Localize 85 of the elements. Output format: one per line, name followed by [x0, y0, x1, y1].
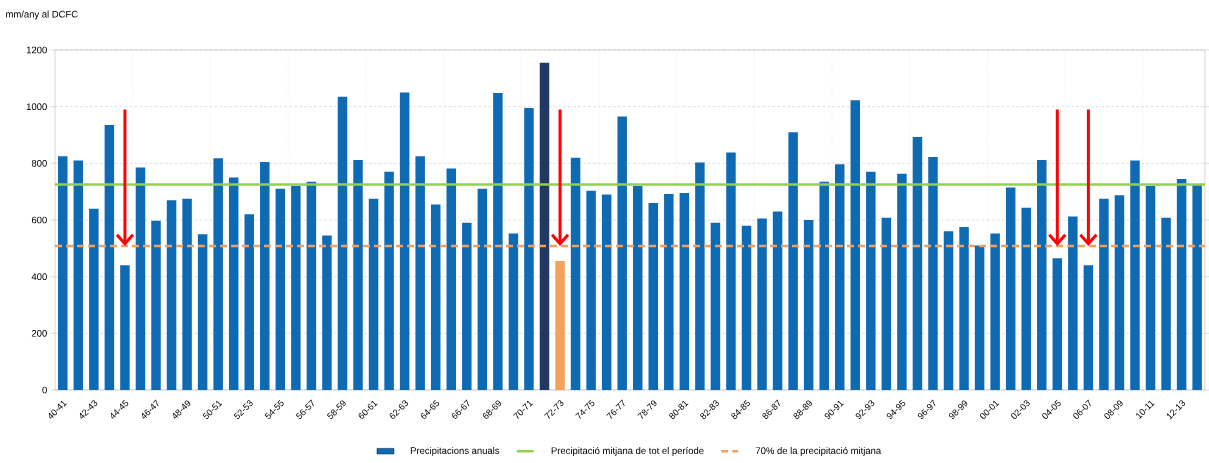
bar: [384, 171, 394, 390]
bar: [788, 132, 798, 390]
bar: [1099, 198, 1109, 390]
bar: [1192, 184, 1202, 390]
bar: [89, 208, 99, 390]
bar: [1145, 186, 1156, 390]
bar: [726, 152, 736, 390]
bar: [197, 234, 208, 390]
bar: [462, 222, 472, 390]
y-tick-label: 600: [31, 216, 47, 224]
bar: [834, 164, 845, 390]
bar: [1161, 217, 1171, 390]
bar: [260, 161, 270, 390]
bar: [710, 222, 721, 390]
bar: [1052, 258, 1063, 390]
bar: [974, 245, 985, 390]
bar: [741, 225, 752, 390]
bar: [617, 116, 627, 390]
bar: [881, 217, 892, 390]
bar: [291, 186, 301, 390]
bar: [648, 203, 659, 390]
bar: [1083, 265, 1094, 390]
bar: [322, 235, 332, 390]
bar: [104, 125, 115, 390]
bar: [524, 108, 534, 390]
bar: [990, 233, 1000, 390]
bar: [368, 198, 379, 390]
bar: [399, 92, 410, 390]
bar: [275, 188, 286, 390]
bar: [539, 62, 550, 390]
bar: [570, 157, 581, 390]
bar: [601, 194, 612, 390]
bar: [555, 261, 565, 390]
bar: [772, 211, 783, 390]
bar: [182, 198, 192, 390]
bar: [430, 204, 441, 390]
bar: [244, 214, 254, 390]
bar: [446, 168, 457, 390]
bar: [586, 190, 596, 390]
bar: [58, 156, 68, 390]
bar: [508, 233, 519, 390]
bar: [632, 186, 643, 390]
bar: [166, 200, 177, 390]
bar: [819, 181, 829, 390]
bar: [1068, 216, 1078, 390]
bar: [1005, 187, 1016, 390]
y-tick-label: 1000: [26, 103, 47, 111]
bar: [897, 173, 907, 390]
bar: [353, 159, 363, 390]
bar: [1021, 207, 1031, 390]
bar: [337, 96, 348, 390]
bar: [120, 265, 130, 390]
y-tick-label: 1200: [26, 46, 47, 54]
bar: [679, 193, 690, 390]
y-tick-label: 200: [31, 329, 47, 337]
bar: [1176, 178, 1187, 390]
bar: [306, 181, 317, 390]
bar: [850, 100, 861, 390]
bar: [493, 93, 503, 390]
bar: [695, 162, 705, 390]
y-axis-title: mm/any al DCFC: [6, 10, 78, 20]
bar: [1037, 159, 1047, 390]
y-tick-label: 400: [31, 273, 47, 281]
bar: [213, 158, 223, 390]
bar: [928, 157, 938, 390]
bar: [959, 227, 969, 390]
legend-label: Precipitacions anuals: [410, 447, 500, 456]
bar: [228, 177, 239, 390]
bar: [73, 160, 84, 390]
bar: [866, 171, 876, 390]
bar: [135, 167, 146, 390]
bar: [1114, 195, 1125, 390]
legend-label: 70% de la precipitació mitjana: [755, 446, 882, 456]
bar: [477, 188, 488, 390]
bar: [415, 156, 425, 390]
y-tick-label: 0: [42, 386, 47, 394]
bar: [803, 220, 814, 390]
y-tick-label: 800: [31, 159, 47, 167]
legend-label: Precipitació mitjana de tot el període: [551, 446, 704, 456]
bar: [1130, 160, 1140, 390]
bar: [664, 193, 674, 390]
bar: [151, 220, 161, 390]
bar: [943, 231, 954, 390]
bar: [757, 218, 767, 390]
bar: [912, 136, 923, 390]
